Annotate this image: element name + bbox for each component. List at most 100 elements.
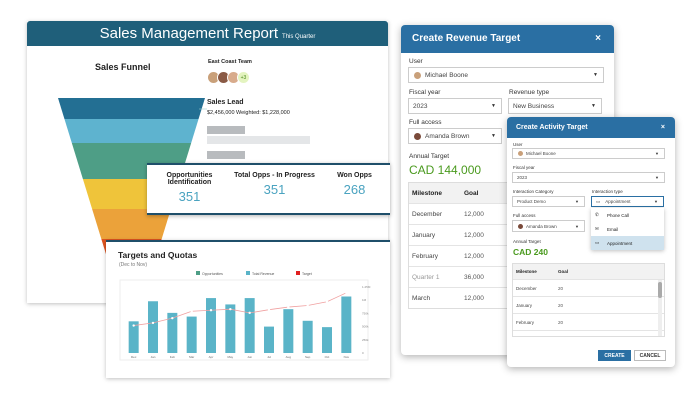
target-point	[248, 311, 251, 315]
chevron-down-icon: ▼	[593, 72, 598, 78]
more-members-badge: +3	[237, 71, 250, 84]
kpi-strip: Opportunities Identification 351 Total Op…	[147, 163, 390, 215]
revenue-bar	[264, 326, 274, 353]
goal-cell[interactable]: 12,000	[464, 231, 484, 239]
revenue-type-value: New Business	[513, 102, 555, 110]
interaction-category-label: Interaction Category	[513, 189, 554, 194]
funnel-stage	[58, 98, 205, 119]
close-icon[interactable]: ×	[660, 124, 665, 131]
option-label: Appointment	[607, 240, 633, 246]
chevron-down-icon: ▼	[655, 151, 659, 156]
user-select[interactable]: Michael Boone ▼	[408, 67, 604, 83]
goal-cell[interactable]: 20	[558, 319, 564, 325]
y-tick-label: 500k	[362, 325, 369, 329]
target-point	[209, 309, 213, 312]
revenue-type-label: Revenue type	[509, 89, 550, 96]
full-access-value: Amanda Brown	[526, 223, 557, 229]
table-row: February 12,000	[409, 245, 517, 266]
target-point	[190, 310, 193, 313]
goal-cell[interactable]: 12,000	[464, 210, 484, 218]
y-tick-label: 250k	[362, 338, 369, 342]
calendar-icon: ▭	[596, 198, 601, 204]
user-value: Michael Boone	[526, 151, 556, 156]
cancel-button[interactable]: CANCEL	[634, 350, 666, 361]
targets-title: Targets and Quotas	[118, 250, 198, 260]
revenue-bar	[302, 320, 313, 353]
revenue-bar	[167, 312, 178, 353]
team-avatars[interactable]: +3	[207, 71, 250, 84]
x-tick-label: Dec	[131, 355, 137, 359]
calendar-icon: ▭	[595, 240, 600, 245]
goal-cell[interactable]: 36,000	[464, 273, 484, 281]
avatar	[413, 70, 422, 80]
report-header: Sales Management Report This Quarter	[27, 21, 388, 46]
avatar	[413, 131, 422, 141]
legend-swatch	[296, 271, 300, 275]
goal-cell[interactable]: 12,000	[464, 252, 484, 260]
revenue-milestone-table: Milestone Goal December 12,000 January 12,00…	[408, 182, 518, 309]
sales-funnel	[58, 98, 207, 303]
legend-label: Opportunities	[202, 272, 223, 276]
x-tick-label: Aug	[286, 355, 292, 359]
interaction-category-select[interactable]: Product Demo ▼	[512, 196, 585, 207]
x-tick-label: Oct	[325, 355, 330, 359]
full-access-value: Amanda Brown	[425, 132, 470, 140]
stage-value: $2,456,000 Weighted: $1,228,000	[207, 110, 290, 116]
target-point	[287, 305, 290, 309]
chevron-down-icon: ▼	[591, 103, 596, 109]
user-select[interactable]: Michael Boone ▼	[512, 148, 665, 159]
goal-cell[interactable]: 12,000	[464, 294, 484, 302]
milestone-cell: December	[516, 285, 537, 291]
full-access-label: Full access	[513, 213, 536, 218]
x-tick-label: Mar	[189, 355, 194, 359]
fiscal-year-select[interactable]: 2023 ▼	[512, 172, 665, 183]
milestone-cell: February	[412, 252, 439, 260]
annual-target-label: Annual Target	[409, 153, 449, 160]
table-header: Milestone Goal	[409, 183, 517, 203]
goal-cell[interactable]: 60	[558, 337, 563, 338]
funnel-stage	[64, 119, 199, 143]
funnel-stage	[92, 209, 171, 239]
interaction-type-select[interactable]: ▭ Appointment ▼	[591, 196, 664, 207]
kpi-opportunities: Opportunities Identification 351	[147, 172, 232, 211]
column-header: Goal	[558, 269, 569, 274]
revenue-bar	[341, 296, 352, 353]
scrollbar[interactable]	[658, 280, 662, 336]
scrollbar-thumb[interactable]	[658, 282, 662, 298]
kpi-value: 268	[343, 182, 366, 197]
chevron-down-icon: ▼	[655, 175, 659, 180]
target-point	[171, 316, 174, 320]
full-access-select[interactable]: Amanda Brown ▼	[512, 220, 585, 232]
interaction-type-dropdown: ✆ Phone Call ✉ Email ▭ Appointment	[591, 208, 664, 250]
interaction-type-value: Appointment	[605, 199, 631, 204]
column-header: Milestone	[412, 189, 442, 197]
option-email[interactable]: ✉ Email	[591, 222, 664, 236]
dialog-header: Create Revenue Target ×	[401, 25, 614, 53]
option-phone-call[interactable]: ✆ Phone Call	[591, 208, 664, 222]
team-name: East Coast Team	[208, 59, 252, 65]
create-button[interactable]: CREATE	[598, 350, 631, 361]
targets-subtitle: (Dec to Nov)	[119, 262, 148, 268]
chevron-down-icon: ▼	[654, 199, 658, 204]
revenue-bar	[206, 298, 216, 353]
x-tick-label: May	[227, 355, 233, 359]
milestone-cell: Quarter 1	[513, 337, 558, 338]
kpi-title: Won Opps	[337, 172, 372, 179]
fiscal-year-select[interactable]: 2023 ▼	[408, 98, 502, 114]
full-access-select[interactable]: Amanda Brown ▼	[408, 128, 502, 144]
revenue-type-select[interactable]: New Business ▼	[508, 98, 602, 114]
milestone-cell: December	[412, 210, 442, 218]
table-row: December 20	[513, 279, 664, 296]
x-tick-label: Sep	[305, 355, 311, 359]
close-icon[interactable]: ×	[595, 33, 601, 44]
goal-cell[interactable]: 20	[558, 285, 564, 291]
report-period: This Quarter	[282, 34, 316, 40]
fiscal-year-value: 2023	[517, 175, 528, 180]
milestone-cell: Quarter 1	[412, 273, 440, 281]
x-tick-label: Jan	[151, 355, 156, 359]
option-appointment[interactable]: ▭ Appointment	[591, 236, 664, 250]
option-label: Email	[607, 226, 619, 232]
goal-cell[interactable]: 20	[558, 302, 564, 308]
table-row: March 12,000	[409, 287, 517, 308]
target-point	[267, 308, 271, 311]
